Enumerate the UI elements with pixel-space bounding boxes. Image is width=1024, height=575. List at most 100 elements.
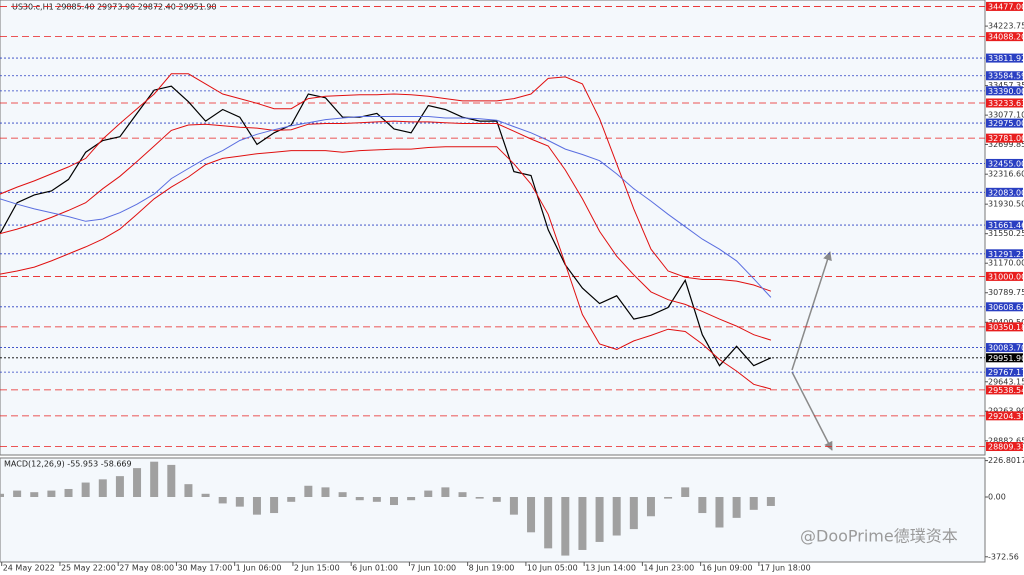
level-label: 30083.70 [988, 344, 1024, 353]
macd-bar [424, 490, 433, 497]
level-label-box [986, 187, 1023, 197]
level-label: 34477.00 [988, 2, 1024, 11]
level-label-box [986, 32, 1023, 42]
level-label: 33584.59 [988, 72, 1024, 81]
level-label: 33390.00 [988, 87, 1024, 96]
macd-bar [492, 497, 501, 502]
macd-bar [561, 497, 570, 556]
y-tick-label: 32699.85 [988, 140, 1024, 149]
macd-bar [133, 468, 142, 497]
x-tick-label: 7 Jun 10:00 [410, 564, 456, 573]
level-label: 29951.90 [988, 354, 1024, 363]
projection-arrow [791, 371, 833, 451]
level-label: 28809.33 [988, 443, 1024, 452]
level-label: 31000.00 [988, 272, 1024, 281]
x-tick-label: 17 Jun 18:00 [760, 564, 811, 573]
level-label-box [986, 249, 1023, 259]
series-line [0, 120, 772, 341]
macd-bar [766, 497, 775, 506]
x-tick-label: 13 Jun 14:00 [585, 564, 636, 573]
macd-bar [235, 497, 244, 507]
macd-bar [270, 497, 279, 514]
macd-bar [252, 497, 261, 515]
macd-bar [595, 497, 604, 542]
level-label: 31291.23 [988, 250, 1024, 259]
price-header: US30.c,H1 29885.40 29973.90 29872.40 299… [12, 3, 217, 12]
series-line [0, 146, 772, 390]
y-tick-label: -372.56 [988, 552, 1019, 561]
macd-bar [509, 497, 518, 515]
macd-bar [184, 484, 193, 497]
level-label: 34088.20 [988, 33, 1024, 42]
level-label: 32455.00 [988, 159, 1024, 168]
macd-bar [30, 492, 39, 497]
level-label: 31661.46 [988, 221, 1024, 230]
level-label-box [986, 71, 1023, 81]
macd-bar [646, 497, 655, 517]
y-tick-label: 29263.90 [988, 407, 1024, 416]
macd-bar [612, 497, 621, 536]
macd-bar [441, 487, 450, 497]
macd-bar [749, 497, 758, 510]
level-label: 33811.92 [988, 54, 1024, 63]
level-label-box [986, 302, 1023, 312]
macd-bar [544, 497, 553, 549]
macd-bar [407, 497, 416, 501]
y-tick-label: 30789.75 [988, 288, 1024, 297]
macd-bar [681, 487, 690, 497]
x-tick-label: 10 Jun 05:00 [527, 564, 578, 573]
x-tick-label: 14 Jun 23:00 [643, 564, 694, 573]
level-label-box [986, 1, 1023, 11]
macd-bar [698, 497, 707, 514]
level-label-box [986, 158, 1023, 168]
macd-bar [287, 497, 296, 502]
macd-bar [732, 497, 741, 518]
y-tick-label: 33077.10 [988, 111, 1024, 120]
macd-bar [527, 497, 536, 533]
macd-bar [64, 488, 73, 497]
x-tick-label: 1 Jun 06:00 [236, 564, 282, 573]
x-tick-label: 24 May 2022 [3, 564, 55, 573]
level-label-box [986, 353, 1023, 363]
y-tick-label: 226.8017 [988, 456, 1024, 465]
macd-bar [81, 482, 90, 497]
macd-panel [0, 457, 986, 563]
macd-bar [218, 497, 227, 504]
x-tick-label: 27 May 08:00 [119, 564, 174, 573]
level-label-box [986, 385, 1023, 395]
level-label: 29204.37 [988, 412, 1024, 421]
macd-bar [47, 490, 56, 497]
level-label: 32975.00 [988, 119, 1024, 128]
projection-arrow [791, 251, 832, 371]
series-line [0, 116, 772, 298]
macd-bar [98, 479, 107, 497]
y-tick-label: 29643.15 [988, 377, 1024, 386]
level-label: 29767.17 [988, 368, 1024, 377]
x-tick-label: 2 Jun 15:00 [294, 564, 340, 573]
level-label-box [986, 442, 1023, 452]
y-tick-label: 31930.50 [988, 200, 1024, 209]
y-tick-label: 32316.60 [988, 170, 1024, 179]
level-label-box [986, 118, 1023, 128]
y-tick-label: 0.00 [988, 493, 1006, 502]
y-tick-label: 28882.65 [988, 436, 1024, 445]
x-tick-label: 8 Jun 19:00 [469, 564, 515, 573]
y-tick-label: 30409.50 [988, 318, 1024, 327]
level-label: 30350.18 [988, 323, 1024, 332]
level-label: 32083.00 [988, 188, 1024, 197]
macd-bar [304, 485, 313, 497]
y-tick-label: 31170.00 [988, 259, 1024, 268]
level-label-box [986, 220, 1023, 230]
macd-bar [201, 493, 210, 497]
level-label-box [986, 86, 1023, 96]
y-tick-label: 34223.75 [988, 22, 1024, 31]
macd-bar [458, 492, 467, 497]
y-tick-label: 33457.35 [988, 81, 1024, 90]
y-tick-label: 31550.25 [988, 229, 1024, 238]
x-tick-label: 16 Jun 09:00 [702, 564, 753, 573]
level-label-box [986, 411, 1023, 421]
macd-bar [355, 497, 364, 501]
macd-header: MACD(12,26,9) -55.953 -58.669 [4, 460, 132, 469]
x-tick-label: 30 May 17:00 [177, 564, 232, 573]
